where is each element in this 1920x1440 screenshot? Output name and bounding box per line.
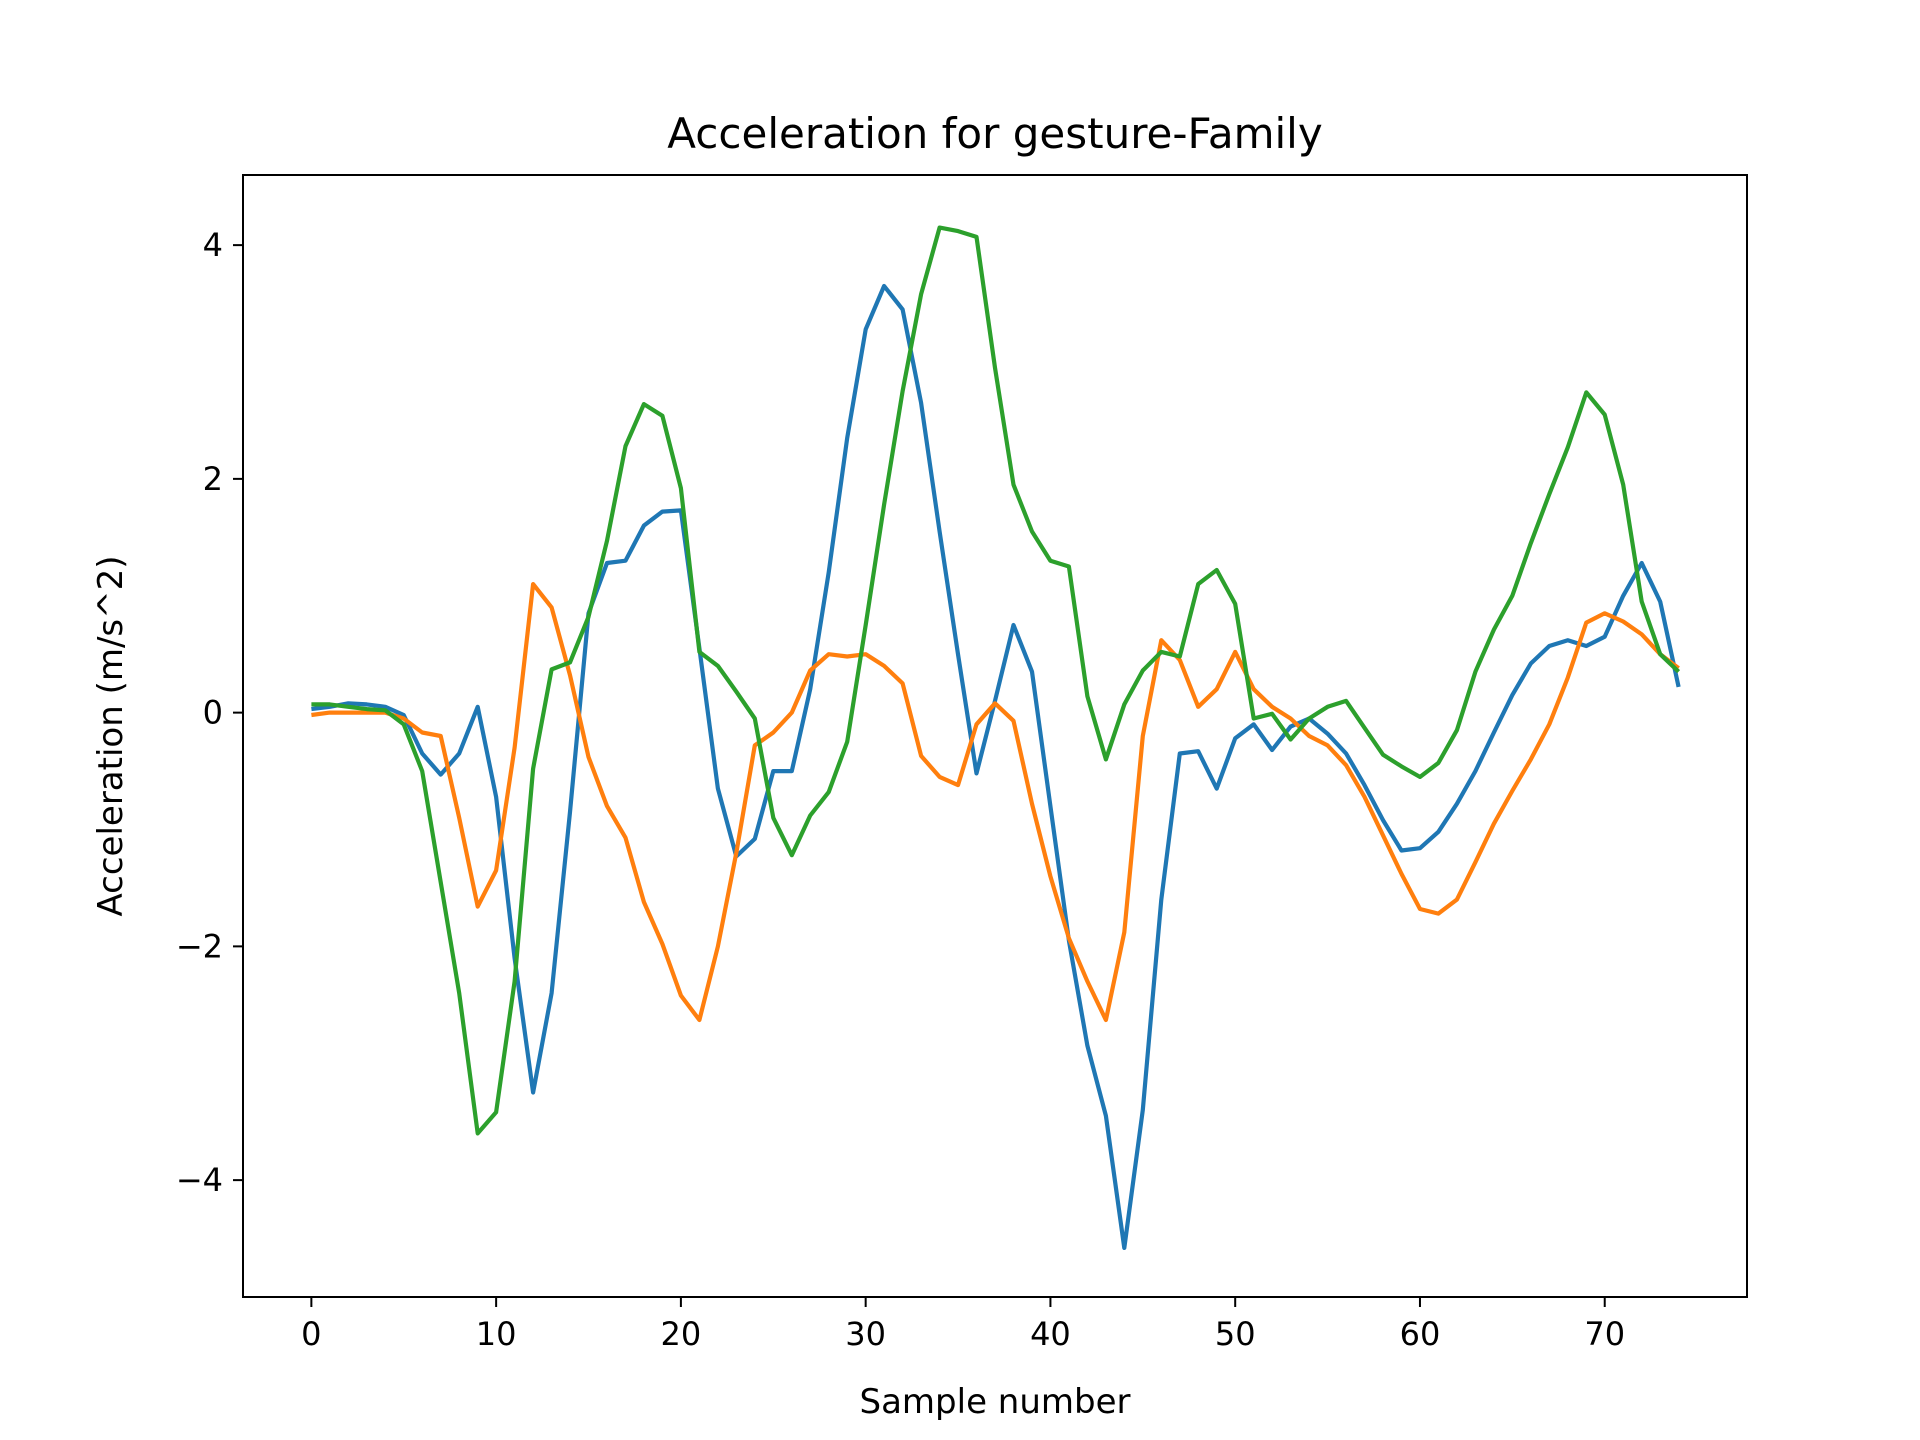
y-axis: −4 −2 0 2 4 bbox=[176, 226, 243, 1199]
chart-title: Acceleration for gesture-Family bbox=[667, 109, 1322, 158]
x-tick-label: 20 bbox=[661, 1315, 702, 1353]
x-tick-label: 60 bbox=[1400, 1315, 1441, 1353]
series-lines bbox=[311, 225, 1681, 1251]
x-tick-label: 50 bbox=[1215, 1315, 1256, 1353]
y-tick-label: 4 bbox=[203, 226, 223, 264]
x-axis: 0 10 20 30 40 50 60 70 bbox=[301, 1297, 1625, 1353]
x-tick-label: 10 bbox=[476, 1315, 517, 1353]
series-line-3 bbox=[311, 225, 1681, 1136]
x-tick-label: 40 bbox=[1030, 1315, 1071, 1353]
x-tick-label: 0 bbox=[301, 1315, 321, 1353]
y-tick-label: −2 bbox=[176, 927, 223, 965]
plot-frame bbox=[242, 174, 1748, 1298]
y-tick-label: 0 bbox=[203, 694, 223, 732]
y-tick-label: −4 bbox=[176, 1161, 223, 1199]
x-axis-label: Sample number bbox=[860, 1382, 1131, 1422]
series-line-2 bbox=[311, 581, 1680, 1023]
y-axis-label: Acceleration (m/s^2) bbox=[91, 555, 131, 916]
series-line-1 bbox=[311, 283, 1681, 1251]
x-tick-label: 30 bbox=[845, 1315, 886, 1353]
x-tick-label: 70 bbox=[1584, 1315, 1625, 1353]
y-tick-label: 2 bbox=[203, 460, 223, 498]
